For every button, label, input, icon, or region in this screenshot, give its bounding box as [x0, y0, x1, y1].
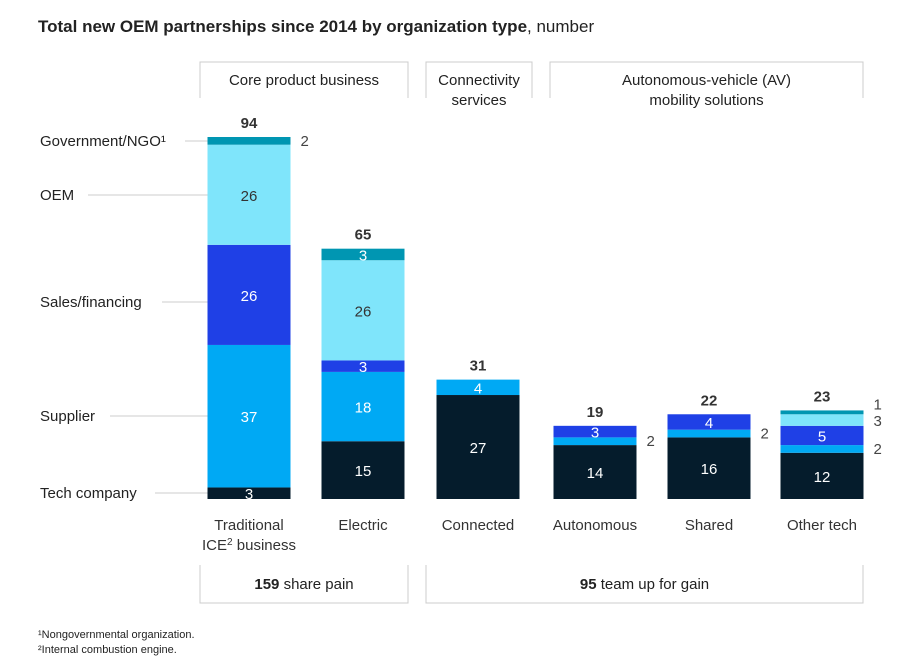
group-header-label: Connectivity [438, 72, 520, 89]
total-label: 19 [587, 404, 604, 421]
bar-segment [321, 260, 405, 361]
bar-segment [667, 437, 751, 499]
segment-label: 26 [241, 188, 258, 205]
segment-label: 5 [818, 428, 826, 445]
segment-label: 3 [245, 486, 253, 503]
group-header-box [549, 61, 864, 98]
segment-label: 26 [355, 303, 372, 320]
bar-segment [207, 487, 291, 499]
segment-label: 2 [761, 426, 769, 443]
bar-segment [780, 445, 864, 453]
group-header-box [199, 61, 409, 98]
bar-segment [553, 425, 637, 438]
category-label: Autonomous [553, 517, 637, 534]
chart-title: Total new OEM partnerships since 2014 by… [38, 17, 594, 36]
bar-segment [207, 344, 291, 488]
segment-label: 18 [355, 400, 372, 417]
total-label: 23 [814, 388, 831, 405]
segment-label: 15 [355, 463, 372, 480]
segment-label: 2 [647, 433, 655, 450]
category-label: Shared [685, 517, 733, 534]
bar-segment [780, 414, 864, 426]
total-label: 94 [241, 115, 258, 132]
group-header-label: services [451, 92, 506, 109]
segment-label: 3 [874, 413, 882, 430]
legend-label: Government/NGO¹ [40, 133, 166, 150]
group-header-label: Autonomous-vehicle (AV) [622, 72, 791, 89]
bar-segment [436, 379, 520, 396]
category-label: Traditional [214, 517, 283, 534]
bar-segment [207, 137, 291, 145]
legend-label: Tech company [40, 485, 137, 502]
bar-segment [436, 395, 520, 499]
segment-label: 1 [874, 396, 882, 413]
bar-segment [667, 429, 751, 438]
legend-label: OEM [40, 187, 74, 204]
total-label: 31 [470, 358, 487, 375]
bar-segment [207, 144, 291, 245]
category-label: Electric [338, 517, 388, 534]
bar-segment [780, 425, 864, 446]
bar-segment [321, 441, 405, 499]
segment-label: 2 [301, 133, 309, 150]
category-label: Other tech [787, 517, 857, 534]
segment-label: 3 [359, 359, 367, 376]
legend-label: Supplier [40, 408, 95, 425]
footnote-2: ²Internal combustion engine. [38, 644, 177, 656]
summary-label: 159 share pain [254, 576, 353, 593]
total-label: 65 [355, 227, 372, 244]
segment-label: 14 [587, 465, 604, 482]
bar-segment [553, 445, 637, 499]
segment-label: 2 [874, 441, 882, 458]
total-label: 22 [701, 392, 718, 409]
segment-label: 4 [474, 380, 482, 397]
segment-label: 3 [359, 247, 367, 264]
segment-label: 27 [470, 440, 487, 457]
group-header-label: Core product business [229, 72, 379, 89]
footnote-1: ¹Nongovernmental organization. [38, 629, 195, 641]
bar-segment [321, 248, 405, 261]
category-label: ICE2 business [202, 537, 296, 555]
bar-segment [321, 371, 405, 442]
bar-segment [667, 414, 751, 430]
segment-label: 3 [591, 425, 599, 442]
bar-segment [321, 360, 405, 372]
legend-label: Sales/financing [40, 294, 142, 311]
bar-segment [553, 437, 637, 446]
segment-label: 4 [705, 415, 713, 432]
segment-label: 16 [701, 461, 718, 478]
group-header-label: mobility solutions [649, 92, 763, 109]
summary-box [199, 565, 409, 604]
segment-label: 12 [814, 469, 831, 486]
segment-label: 26 [241, 288, 258, 305]
bar-segment [780, 452, 864, 499]
group-header-box [425, 61, 533, 98]
bar-segment [207, 244, 291, 345]
segment-label: 37 [241, 409, 258, 426]
summary-box [425, 565, 864, 604]
bar-segment [780, 410, 864, 415]
summary-label: 95 team up for gain [580, 576, 709, 593]
category-label: Connected [442, 517, 515, 534]
